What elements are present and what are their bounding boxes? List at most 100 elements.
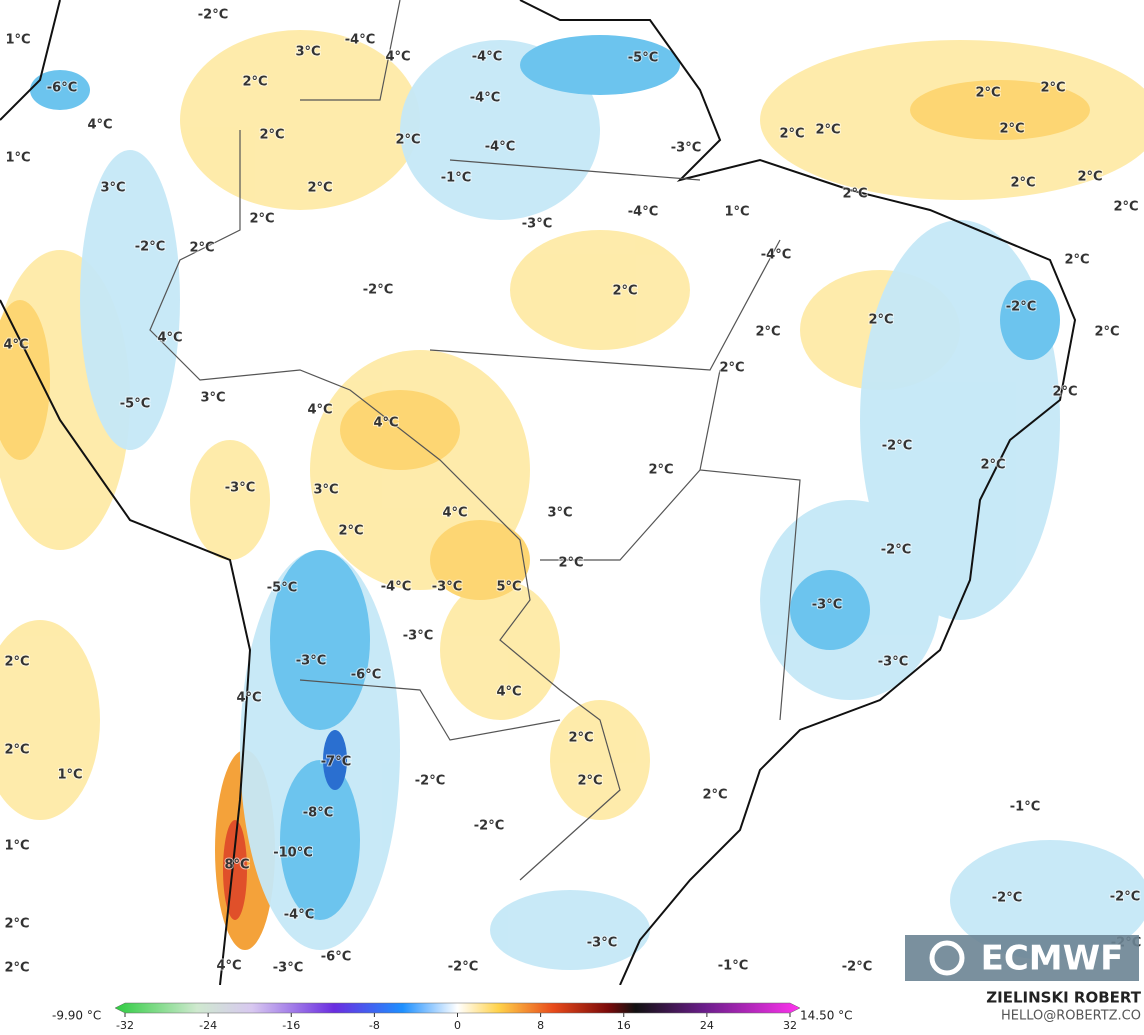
contour-label: -2°C bbox=[448, 960, 478, 975]
contour-label: 3°C bbox=[313, 483, 338, 498]
contour-label: -3°C bbox=[296, 654, 326, 669]
contour-label: -4°C bbox=[345, 33, 375, 48]
contour-label: 2°C bbox=[975, 86, 1000, 101]
contour-label: 2°C bbox=[259, 128, 284, 143]
contour-label: 2°C bbox=[1064, 253, 1089, 268]
colorbar-tick-label: -8 bbox=[369, 1019, 380, 1032]
contour-label: -2°C bbox=[992, 891, 1022, 906]
contour-label: -2°C bbox=[882, 439, 912, 454]
contour-label: -10°C bbox=[273, 846, 313, 861]
colorbar-tick-label: 0 bbox=[454, 1019, 461, 1032]
contour-label: 4°C bbox=[496, 685, 521, 700]
contour-label: 2°C bbox=[779, 127, 804, 142]
contact: HELLO@ROBERTZ.CO bbox=[1001, 1009, 1141, 1024]
colorbar bbox=[114, 1002, 801, 1014]
contour-label: -2°C bbox=[474, 819, 504, 834]
colorbar-tick-label: 24 bbox=[700, 1019, 714, 1032]
contour-label: 1°C bbox=[5, 33, 30, 48]
contour-label: 4°C bbox=[216, 959, 241, 974]
contour-label: 2°C bbox=[577, 774, 602, 789]
contour-label: 4°C bbox=[442, 506, 467, 521]
contour-label: 4°C bbox=[157, 331, 182, 346]
contour-label: -3°C bbox=[671, 141, 701, 156]
contour-label: 2°C bbox=[999, 122, 1024, 137]
contour-label: 2°C bbox=[307, 181, 332, 196]
contour-label: 2°C bbox=[980, 458, 1005, 473]
contour-label: -2°C bbox=[881, 543, 911, 558]
contour-label: -8°C bbox=[303, 806, 333, 821]
contour-label: 2°C bbox=[338, 524, 363, 539]
contour-label: 4°C bbox=[236, 691, 261, 706]
contour-label: 2°C bbox=[242, 75, 267, 90]
contour-label: -3°C bbox=[522, 217, 552, 232]
colorbar-tick-label: -16 bbox=[282, 1019, 300, 1032]
contour-label: 2°C bbox=[249, 212, 274, 227]
contour-label: 3°C bbox=[200, 391, 225, 406]
contour-label: 2°C bbox=[648, 463, 673, 478]
contour-label: 5°C bbox=[496, 580, 521, 595]
contour-label: 4°C bbox=[307, 403, 332, 418]
contour-label: -3°C bbox=[812, 598, 842, 613]
colorbar-tick-label: 8 bbox=[537, 1019, 544, 1032]
contour-label: -3°C bbox=[587, 936, 617, 951]
contour-label: 2°C bbox=[719, 361, 744, 376]
logo: ECMWF bbox=[905, 935, 1139, 981]
contour-label: 2°C bbox=[612, 284, 637, 299]
contour-label: 3°C bbox=[100, 181, 125, 196]
contour-label: 2°C bbox=[4, 961, 29, 976]
contour-label: 4°C bbox=[373, 416, 398, 431]
contour-label: 2°C bbox=[815, 123, 840, 138]
contour-label: 2°C bbox=[1010, 176, 1035, 191]
contour-label: -6°C bbox=[47, 81, 77, 96]
contour-label: -4°C bbox=[381, 580, 411, 595]
colorbar-max: 14.50 °C bbox=[800, 1009, 853, 1023]
contour-label: 4°C bbox=[87, 118, 112, 133]
logo-text: ECMWF bbox=[981, 939, 1124, 979]
colorbar-min: -9.90 °C bbox=[52, 1009, 101, 1023]
contour-label: 2°C bbox=[4, 743, 29, 758]
contour-label: 2°C bbox=[755, 325, 780, 340]
contour-label: -4°C bbox=[485, 140, 515, 155]
contour-label: -4°C bbox=[284, 908, 314, 923]
contour-label: 2°C bbox=[189, 241, 214, 256]
contour-label: 2°C bbox=[1052, 385, 1077, 400]
author: ZIELINSKI ROBERT bbox=[986, 989, 1141, 1007]
contour-label: 2°C bbox=[4, 655, 29, 670]
contour-label: 2°C bbox=[4, 917, 29, 932]
contour-label: 3°C bbox=[547, 506, 572, 521]
contour-label: 2°C bbox=[1077, 170, 1102, 185]
contour-label: 2°C bbox=[842, 187, 867, 202]
colorbar-tick-label: 32 bbox=[783, 1019, 797, 1032]
contour-label: -2°C bbox=[1110, 890, 1140, 905]
contour-label: 4°C bbox=[385, 50, 410, 65]
contour-label: 1°C bbox=[4, 839, 29, 854]
contour-label: 2°C bbox=[1113, 200, 1138, 215]
contour-label: -4°C bbox=[470, 91, 500, 106]
contour-label: -3°C bbox=[273, 961, 303, 976]
contour-label: -6°C bbox=[321, 950, 351, 965]
contour-label: -2°C bbox=[842, 960, 872, 975]
contour-label: -5°C bbox=[267, 581, 297, 596]
colorbar-tick-label: 16 bbox=[617, 1019, 631, 1032]
contour-label: -5°C bbox=[628, 51, 658, 66]
contour-label: -1°C bbox=[441, 171, 471, 186]
contour-label: 4°C bbox=[3, 338, 28, 353]
colorbar-tick-label: -32 bbox=[116, 1019, 134, 1032]
contour-label: 3°C bbox=[295, 45, 320, 60]
contour-label: -7°C bbox=[321, 755, 351, 770]
contour-label: -2°C bbox=[135, 240, 165, 255]
contour-label: -2°C bbox=[198, 8, 228, 23]
contour-label: -4°C bbox=[472, 50, 502, 65]
contour-label: -3°C bbox=[403, 629, 433, 644]
contour-label: -1°C bbox=[718, 959, 748, 974]
contour-label: -4°C bbox=[628, 205, 658, 220]
contour-label: 2°C bbox=[702, 788, 727, 803]
contour-label: -2°C bbox=[363, 283, 393, 298]
contour-label: 2°C bbox=[868, 313, 893, 328]
contour-label: 2°C bbox=[395, 133, 420, 148]
contour-label: 2°C bbox=[1040, 81, 1065, 96]
contour-label: -3°C bbox=[432, 580, 462, 595]
contour-label: -3°C bbox=[225, 481, 255, 496]
contour-label: -2°C bbox=[1006, 300, 1036, 315]
